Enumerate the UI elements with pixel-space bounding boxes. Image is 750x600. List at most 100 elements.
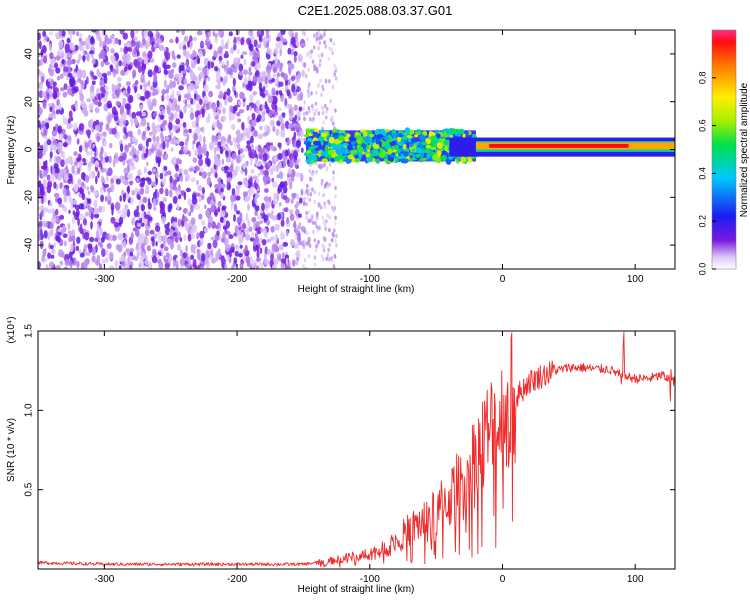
- heatmap-cell: [302, 111, 306, 117]
- heatmap-cell: [265, 30, 270, 36]
- heatmap-cell: [321, 164, 324, 169]
- heatmap-cell: [137, 195, 141, 201]
- heatmap-cell: [261, 202, 265, 212]
- heatmap-cell: [251, 112, 256, 121]
- heatmap-cell: [297, 234, 301, 243]
- heatmap-cell: [326, 252, 330, 258]
- heatmap-cell: [121, 61, 127, 67]
- heatmap-cell: [136, 222, 141, 227]
- heatmap-cell: [135, 30, 139, 34]
- heatmap-cell: [94, 237, 99, 242]
- heatmap-cell: [347, 144, 353, 151]
- heatmap-cell: [443, 131, 447, 136]
- heatmap-cell: [214, 66, 219, 72]
- heatmap-cell: [82, 218, 87, 226]
- heatmap-cell: [403, 139, 407, 145]
- heatmap-cell: [270, 254, 274, 261]
- heatmap-cell: [249, 94, 254, 103]
- heatmap-cell: [167, 238, 171, 246]
- heatmap-cell: [239, 91, 245, 100]
- heatmap-cell: [75, 104, 78, 111]
- heatmap-cell: [296, 131, 301, 137]
- heatmap-cell: [59, 73, 64, 80]
- heatmap-cell: [294, 114, 298, 121]
- heatmap-cell: [328, 242, 332, 248]
- heatmap-cell: [111, 106, 117, 115]
- heatmap-cell: [38, 151, 43, 159]
- heatmap-cell: [220, 187, 224, 193]
- heatmap-cell: [266, 47, 271, 55]
- heatmap-cell: [81, 69, 87, 77]
- heatmap-cell: [38, 205, 44, 211]
- heatmap-cell: [147, 80, 151, 87]
- heatmap-cell: [189, 112, 195, 120]
- heatmap-cell: [224, 98, 228, 106]
- heatmap-cell: [53, 242, 57, 248]
- heatmap-cell: [321, 215, 325, 220]
- heatmap-cell: [198, 50, 203, 58]
- heatmap-cell: [310, 49, 314, 54]
- heatmap-cell: [416, 148, 422, 155]
- heatmap-cell: [139, 259, 145, 267]
- heatmap-cell: [444, 146, 448, 151]
- heatmap-cell: [44, 196, 48, 203]
- heatmap-cell: [164, 223, 170, 229]
- heatmap-cell: [305, 241, 308, 247]
- heatmap-cell: [126, 174, 132, 179]
- x-tick-label: 100: [627, 274, 644, 285]
- heatmap-cell: [307, 236, 311, 242]
- heatmap-cell: [63, 195, 68, 203]
- heatmap-cell: [255, 62, 261, 70]
- heatmap-cell: [303, 196, 306, 202]
- heatmap-cell: [236, 112, 240, 117]
- heatmap-cell: [53, 192, 60, 198]
- heatmap-cell: [38, 103, 41, 108]
- heatmap-cell: [100, 164, 103, 170]
- heatmap-cell: [280, 262, 285, 269]
- heatmap-cell: [288, 153, 294, 161]
- heatmap-cell: [152, 168, 157, 173]
- heatmap-cell: [315, 90, 318, 96]
- heatmap-cell: [129, 251, 134, 257]
- heatmap-cell: [237, 100, 242, 106]
- heatmap-cell: [122, 232, 126, 239]
- heatmap-cell: [53, 181, 57, 189]
- heatmap-cell: [38, 32, 41, 41]
- heatmap-cell: [194, 110, 199, 118]
- heatmap-cell: [264, 90, 269, 96]
- heatmap-cell: [41, 45, 47, 54]
- heatmap-cell: [215, 253, 219, 262]
- heatmap-cell: [318, 40, 322, 46]
- y-tick-label: 1.0: [24, 403, 35, 417]
- heatmap-cell: [91, 246, 97, 256]
- heatmap-cell: [289, 209, 294, 215]
- heatmap-cell: [183, 78, 188, 86]
- heatmap-cell: [93, 199, 98, 209]
- heatmap-cell: [123, 126, 127, 134]
- heatmap-cell: [226, 88, 231, 96]
- heatmap-cell: [79, 186, 83, 194]
- heatmap-cell: [138, 57, 143, 63]
- heatmap-cell: [237, 48, 240, 55]
- heatmap-cell: [198, 158, 204, 167]
- heatmap-cell: [173, 254, 178, 259]
- heatmap-cell: [148, 131, 153, 136]
- heatmap-cell: [288, 261, 291, 267]
- heatmap-cell: [303, 134, 310, 138]
- heatmap-cell: [287, 123, 294, 129]
- heatmap-cell: [57, 197, 63, 205]
- heatmap-cell: [39, 212, 43, 218]
- heatmap-cell: [160, 243, 164, 249]
- heatmap-cell: [49, 261, 55, 269]
- heatmap-cell: [105, 233, 109, 240]
- heatmap-cell: [210, 205, 216, 213]
- heatmap-cell: [249, 237, 255, 242]
- heatmap-cell: [258, 82, 263, 92]
- heatmap-cell: [89, 150, 94, 156]
- heatmap-cell: [107, 114, 112, 124]
- heatmap-cell: [235, 61, 240, 68]
- heatmap-cell: [155, 172, 159, 179]
- heatmap-cell: [84, 263, 88, 269]
- heatmap-cell: [61, 251, 65, 259]
